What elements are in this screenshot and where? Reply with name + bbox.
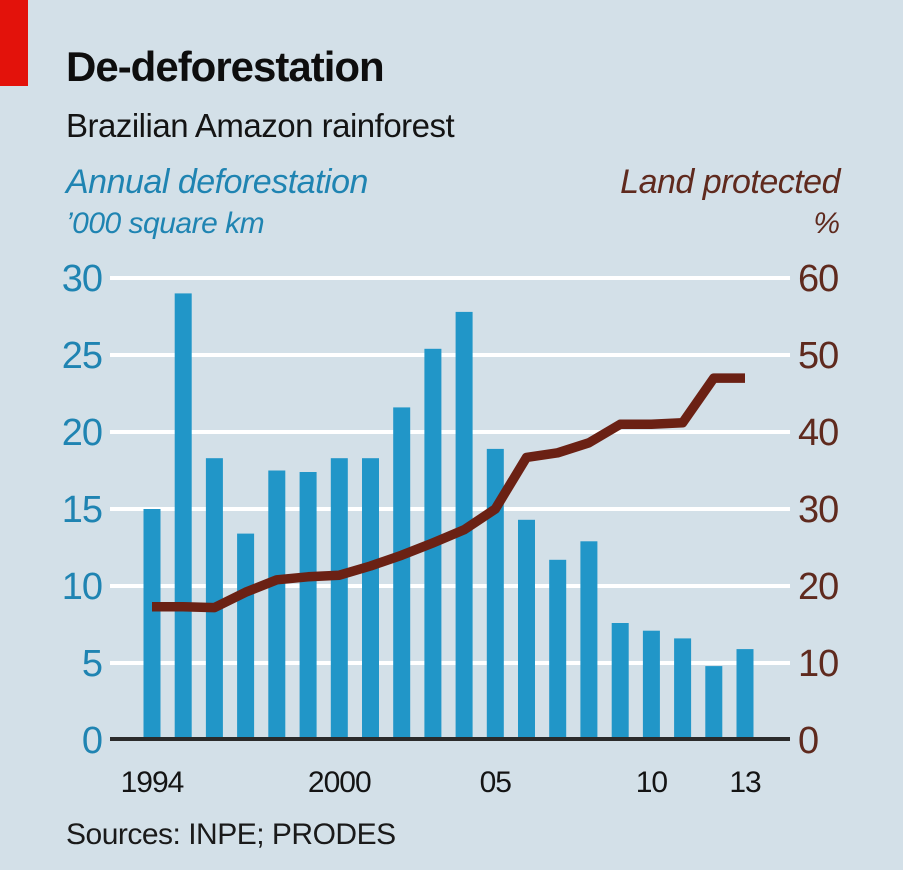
x-tick-label-2005: 05 (480, 766, 512, 799)
right-tick-label-30: 30 (798, 489, 838, 531)
bar-2002 (393, 407, 411, 741)
x-tick-label-2013: 13 (729, 766, 761, 799)
sources-note: Sources: INPE; PRODES (66, 818, 396, 851)
bar-1995 (174, 293, 192, 741)
bar-2012 (705, 666, 723, 741)
legend-annual-deforestation: Annual deforestation (66, 163, 368, 201)
bar-1997 (237, 533, 255, 741)
right-tick-label-50: 50 (798, 335, 838, 377)
bar-2010 (642, 630, 660, 741)
page-title: De-deforestation (66, 43, 385, 90)
bar-1999 (299, 472, 317, 741)
bar-2005 (486, 448, 504, 741)
bar-2001 (362, 458, 379, 741)
x-tick-label-1994: 1994 (121, 766, 184, 799)
left-tick-label-25: 25 (62, 335, 102, 377)
legend-left-unit: ’000 square km (66, 207, 265, 240)
left-tick-label-15: 15 (62, 489, 102, 531)
left-tick-label-20: 20 (62, 412, 102, 454)
bar-2006 (518, 519, 535, 741)
right-tick-label-0: 0 (798, 720, 818, 762)
bar-1998 (268, 470, 286, 741)
right-tick-label-10: 10 (798, 643, 838, 685)
bar-2000 (330, 458, 348, 741)
economist-red-tab (0, 0, 28, 86)
bar-1996 (205, 458, 223, 741)
land-protected-line (152, 373, 745, 613)
right-tick-label-20: 20 (798, 566, 838, 608)
bar-2011 (674, 638, 692, 741)
bar-2008 (580, 541, 598, 741)
left-tick-label-10: 10 (62, 566, 102, 608)
right-tick-label-60: 60 (798, 258, 838, 300)
right-tick-label-40: 40 (798, 412, 838, 454)
legend-land-protected: Land protected (620, 163, 840, 201)
bar-2007 (549, 559, 567, 741)
legend-right-unit: % (813, 207, 840, 240)
left-tick-label-30: 30 (62, 258, 102, 300)
bar-1994 (143, 509, 161, 741)
left-tick-label-5: 5 (82, 643, 102, 685)
x-tick-label-2000: 2000 (308, 766, 371, 799)
chart-subtitle: Brazilian Amazon rainforest (66, 107, 455, 144)
x-tick-label-2010: 10 (636, 766, 668, 799)
left-tick-label-0: 0 (82, 720, 102, 762)
bar-2009 (611, 623, 629, 741)
bar-2013 (736, 649, 754, 741)
